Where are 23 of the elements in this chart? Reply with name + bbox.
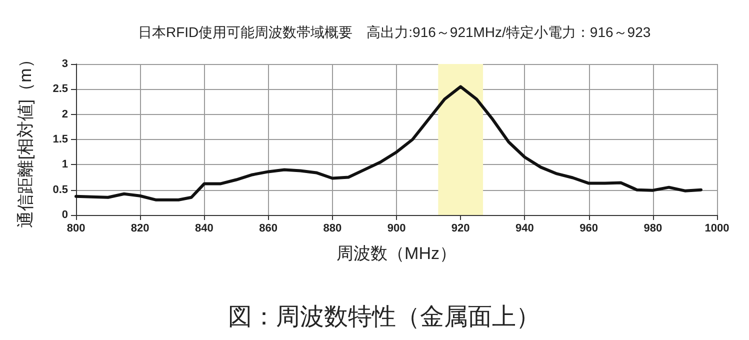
x-tick-label: 1000 (704, 222, 730, 234)
x-tick-label: 980 (644, 222, 662, 234)
x-tick-label: 860 (259, 222, 278, 234)
y-tick-label: 2 (62, 108, 68, 120)
y-tick-label: 0.5 (52, 184, 68, 196)
y-tick-label: 2.5 (52, 83, 68, 96)
line-series (74, 85, 702, 202)
y-axis-title: 通信距離[相対値]（m） (16, 51, 35, 228)
x-tick-label: 920 (451, 222, 470, 234)
x-tick-label: 960 (580, 222, 598, 234)
x-tick-label: 800 (66, 222, 86, 234)
x-tick-label: 880 (323, 222, 342, 234)
x-tick-label: 820 (130, 222, 150, 234)
x-tick-label: 840 (195, 222, 214, 234)
text: 図：周波数特性（金属面上） (228, 304, 540, 330)
x-axis-title: 周波数（MHz） (336, 244, 456, 263)
x-tick-label: 940 (516, 222, 534, 234)
y-tick-label: 1 (62, 158, 68, 171)
chart-title: 日本RFID使用可能周波数帯域概要 高出力:916～921MHz/特定小電力：916～923 (138, 24, 651, 40)
y-tick-label: 1.5 (52, 134, 68, 146)
x-tick-label: 900 (387, 222, 406, 234)
y-tick-label: 3 (62, 58, 68, 70)
y-tick-label: 0 (62, 209, 68, 221)
